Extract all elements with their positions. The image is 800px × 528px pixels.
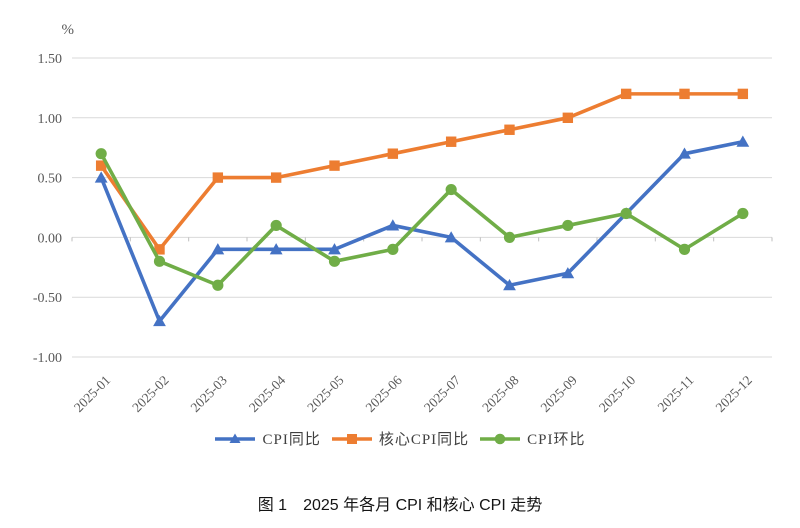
chart-legend: CPI同比 核心CPI同比 CPI环比	[0, 428, 800, 449]
series-cpi-yoy-line	[99, 139, 745, 323]
triangle-marker	[678, 147, 691, 159]
triangle-marker	[561, 267, 575, 279]
y-tick-label: 0.50	[38, 172, 63, 187]
figure-caption: 图 1 2025 年各月 CPI 和核心 CPI 走势	[257, 497, 543, 514]
x-tick-label: 2025-03	[188, 372, 231, 415]
x-tick-label: 2025-09	[538, 372, 581, 415]
x-tick-label: 2025-11	[655, 373, 697, 415]
y-tick-label: 1.50	[38, 52, 63, 67]
x-tick-label: 2025-07	[421, 372, 464, 415]
y-tick-label: -1.00	[33, 351, 62, 366]
series-core-cpi-yoy-line	[99, 92, 745, 252]
x-tick-label: 2025-02	[129, 373, 171, 415]
triangle-marker	[328, 243, 341, 255]
circle-marker	[328, 255, 341, 267]
circle-marker	[212, 279, 224, 291]
circle-marker	[270, 219, 282, 232]
y-tick-label: 0.00	[38, 231, 63, 246]
triangle-marker	[503, 279, 516, 291]
triangle-marker	[269, 243, 283, 255]
square-marker	[737, 88, 749, 100]
square-marker	[212, 172, 224, 183]
line-chart: 1.50 1.00 0.50 0.00 -0.50 -1.00 2025-01 2025-02…	[33, 52, 773, 415]
square-series-icon	[331, 433, 372, 444]
circle-marker	[387, 243, 399, 255]
x-tick-label: 2025-05	[304, 372, 347, 415]
circle-marker	[445, 183, 457, 196]
series-core-cpi-yoy	[95, 88, 749, 255]
square-marker	[95, 160, 107, 171]
triangle-marker	[444, 231, 458, 243]
circle-marker	[678, 243, 691, 255]
square-marker	[445, 136, 457, 147]
x-axis-labels: 2025-01 2025-02 2025-03 2025-04 2025-05 2025-…	[71, 372, 755, 415]
triangle-marker	[94, 171, 108, 183]
y-axis-labels: 1.50 1.00 0.50 0.00 -0.50 -1.00	[33, 52, 62, 366]
x-tick-label: 2025-12	[713, 373, 755, 415]
circle-series-icon	[480, 433, 521, 444]
triangle-marker	[736, 135, 750, 147]
x-tick-label: 2025-01	[71, 373, 113, 415]
square-marker	[329, 160, 340, 171]
series-cpi-mom	[95, 148, 749, 291]
triangle-marker	[386, 219, 400, 231]
square-marker	[562, 112, 574, 123]
circle-marker	[503, 231, 516, 243]
triangle-marker	[211, 243, 225, 255]
x-tick-label: 2025-10	[596, 372, 639, 415]
legend-item-cpi-yoy: CPI同比	[214, 428, 320, 449]
legend-item-cpi-mom: CPI环比	[479, 428, 585, 449]
square-marker	[620, 88, 632, 100]
legend-label-core-cpi-yoy: 核心CPI同比	[378, 432, 470, 448]
x-tick-label: 2025-08	[479, 372, 522, 415]
circle-marker	[95, 148, 107, 160]
square-marker	[679, 88, 690, 100]
circle-marker	[737, 207, 749, 220]
square-marker	[154, 244, 165, 255]
triangle-marker	[153, 314, 166, 327]
square-marker	[387, 148, 399, 159]
legend-label-cpi-yoy: CPI同比	[262, 432, 321, 448]
y-tick-label: 1.00	[38, 112, 63, 127]
circle-marker	[153, 255, 166, 267]
y-tick-label: -0.50	[33, 291, 62, 306]
legend-label-cpi-mom: CPI环比	[527, 432, 586, 448]
legend-item-core-cpi-yoy: 核心CPI同比	[331, 428, 469, 449]
square-marker	[270, 172, 282, 183]
x-tick-label: 2025-04	[246, 372, 289, 415]
series-cpi-mom-line	[99, 151, 745, 288]
series-cpi-yoy	[94, 135, 750, 327]
x-tick-label: 2025-06	[363, 372, 406, 415]
circle-marker	[620, 207, 632, 220]
square-marker	[504, 124, 515, 135]
gridlines	[72, 57, 772, 358]
y-axis-unit-label: %	[61, 22, 75, 38]
triangle-series-icon	[215, 433, 256, 443]
circle-marker	[562, 219, 574, 232]
